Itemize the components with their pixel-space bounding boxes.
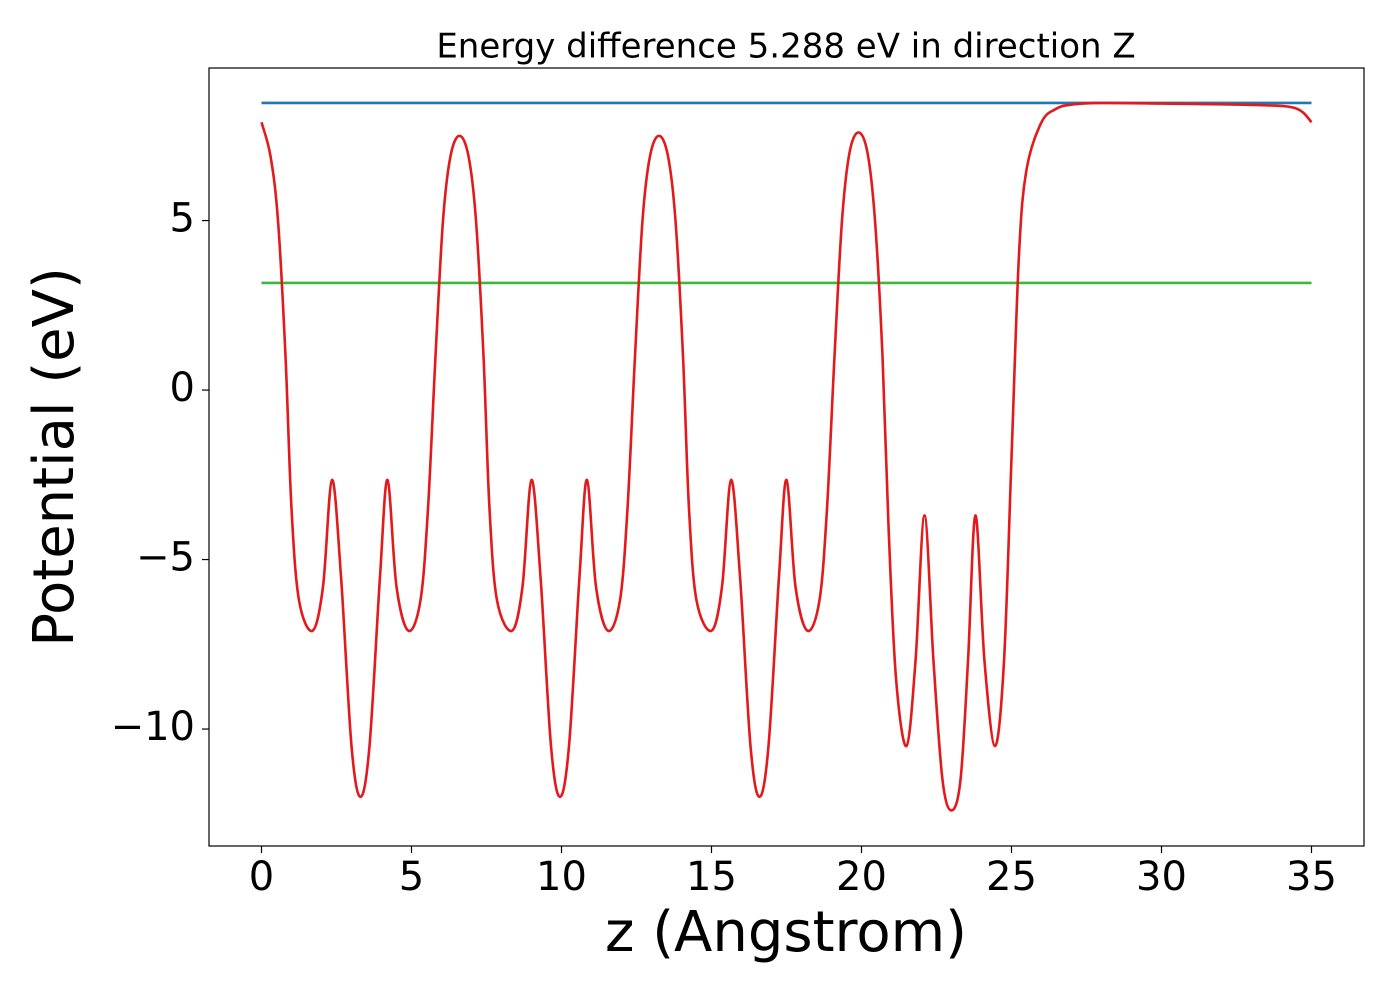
line-series	[260, 101, 1313, 812]
y-tick-label: 5	[170, 196, 195, 242]
x-tick-label: 5	[399, 854, 424, 900]
x-tick-label: 0	[249, 854, 274, 900]
x-axis-label: z (Angstrom)	[605, 900, 967, 965]
x-tick-label: 15	[686, 854, 737, 900]
x-tick-label: 10	[536, 854, 587, 900]
y-tick-label: −5	[136, 535, 195, 581]
chart-title: Energy difference 5.288 eV in direction …	[436, 27, 1135, 67]
y-tick-label: −10	[111, 704, 195, 750]
y-axis-label: Potential (eV)	[22, 267, 87, 647]
x-tick-label: 25	[986, 854, 1037, 900]
x-tick-label: 35	[1286, 854, 1337, 900]
plot-frame	[208, 67, 1365, 847]
x-tick-label: 20	[836, 854, 887, 900]
x-tick-label: 30	[1136, 854, 1187, 900]
y-tick-label: 0	[170, 365, 195, 411]
